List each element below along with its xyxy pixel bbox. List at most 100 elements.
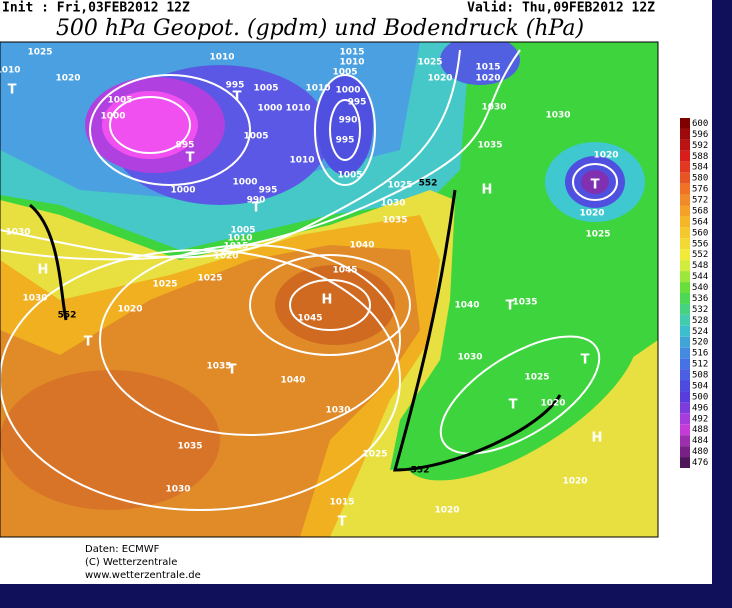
map-label: 1010 <box>339 58 364 68</box>
colorbar-tick-label: 536 <box>692 294 708 304</box>
map-label: 1010 <box>285 104 310 114</box>
map-label: 990 <box>339 116 358 126</box>
map-label: 1025 <box>362 450 387 460</box>
colorbar-segment <box>680 424 690 436</box>
colorbar-tick-label: 552 <box>692 250 708 260</box>
colorbar-segment <box>680 139 690 151</box>
map-label: 995 <box>176 141 195 151</box>
map-label: 1020 <box>434 506 459 516</box>
map-label: 1000 <box>257 104 282 114</box>
colorbar-tick-label: 508 <box>692 371 708 381</box>
footer-line: Daten: ECMWF <box>85 544 160 555</box>
map-label: 1030 <box>325 406 350 416</box>
colorbar-tick-label: 488 <box>692 425 708 435</box>
map-label: 1045 <box>332 266 357 276</box>
map-label: 1035 <box>477 141 502 151</box>
colorbar-tick-label: 564 <box>692 217 708 227</box>
map-label: 1020 <box>213 252 238 262</box>
colorbar-segment <box>680 293 690 304</box>
map-label: T <box>233 90 242 105</box>
map-label: 1015 <box>339 48 364 58</box>
colorbar-segment <box>680 369 690 381</box>
colorbar-segment <box>680 238 690 250</box>
map-label: T <box>591 178 600 193</box>
colorbar-tick-label: 548 <box>692 261 708 271</box>
map-label: 1020 <box>562 477 587 487</box>
colorbar-tick-label: 480 <box>692 447 708 457</box>
init-time: Init : Fri,03FEB2012 12Z <box>2 1 190 16</box>
colorbar-tick-label: 532 <box>692 305 708 315</box>
map-label: H <box>592 431 603 446</box>
map-label: 1030 <box>545 111 570 121</box>
map-label: T <box>506 299 515 314</box>
map-label: 1040 <box>349 241 374 251</box>
map-label: 1025 <box>197 274 222 284</box>
map-label: 1045 <box>297 314 322 324</box>
map-label: 1010 <box>305 84 330 94</box>
colorbar-tick-label: 540 <box>692 283 708 293</box>
map-label: 1000 <box>170 186 195 196</box>
colorbar-tick-label: 568 <box>692 206 708 216</box>
colorbar-tick-label: 584 <box>692 163 708 173</box>
colorbar-segment <box>680 347 690 359</box>
colorbar-tick-label: 484 <box>692 436 708 446</box>
map-label: 1035 <box>382 216 407 226</box>
footer-line: www.wetterzentrale.de <box>85 570 201 581</box>
title: 500 hPa Geopot. (gpdm) und Bodendruck (h… <box>56 16 584 41</box>
map <box>0 42 658 537</box>
map-label: 1040 <box>280 376 305 386</box>
map-label: 1025 <box>417 58 442 68</box>
map-label: 1000 <box>232 178 257 188</box>
map-label: 1030 <box>457 353 482 363</box>
colorbar-segment <box>680 183 690 195</box>
colorbar-tick-label: 580 <box>692 174 708 184</box>
map-label: 1030 <box>5 228 30 238</box>
map-label: 990 <box>247 196 266 206</box>
map-label: H <box>482 183 493 198</box>
colorbar-segment <box>680 205 690 217</box>
colorbar-segment <box>680 150 690 162</box>
footer-line: (C) Wetterzentrale <box>85 557 177 568</box>
map-label: 1020 <box>55 74 80 84</box>
colorbar-tick-label: 556 <box>692 239 708 249</box>
map-label: 1000 <box>100 112 125 122</box>
map-label: 1010 <box>227 234 252 244</box>
map-label: 1005 <box>337 171 362 181</box>
colorbar-tick-label: 576 <box>692 185 708 195</box>
map-label: 1025 <box>27 48 52 58</box>
map-label: 1005 <box>332 68 357 78</box>
map-label: 1015 <box>475 63 500 73</box>
map-label: T <box>509 398 518 413</box>
map-label: 1020 <box>475 74 500 84</box>
colorbar-tick-label: 516 <box>692 349 708 359</box>
map-label: 1010 <box>209 53 234 63</box>
map-label: 1005 <box>230 226 255 236</box>
colorbar-tick-label: 588 <box>692 152 708 162</box>
colorbar-segment <box>680 282 690 293</box>
map-label: 1035 <box>177 442 202 452</box>
map-label: 1025 <box>387 181 412 191</box>
colorbar-segment <box>680 435 690 447</box>
map-label: 1010 <box>0 66 21 76</box>
colorbar-segment <box>680 336 690 348</box>
valid-time: Valid: Thu,09FEB2012 12Z <box>467 1 655 16</box>
colorbar-segment <box>680 325 690 337</box>
colorbar-tick-label: 544 <box>692 272 708 282</box>
colorbar-segment <box>680 227 690 239</box>
map-label: 1030 <box>22 294 47 304</box>
colorbar-segment <box>680 161 690 173</box>
map-label: 1020 <box>117 305 142 315</box>
map-label: T <box>338 515 347 530</box>
colorbar-tick-label: 512 <box>692 360 708 370</box>
map-label: 1015 <box>329 498 354 508</box>
map-label: T <box>228 363 237 378</box>
map-label: 1020 <box>427 74 452 84</box>
colorbar-tick-label: 492 <box>692 414 708 424</box>
colorbar-segment <box>680 358 690 370</box>
colorbar-segment <box>680 314 690 326</box>
map-label: 995 <box>259 186 278 196</box>
colorbar-tick-label: 528 <box>692 316 708 326</box>
colorbar-segment <box>680 128 690 140</box>
